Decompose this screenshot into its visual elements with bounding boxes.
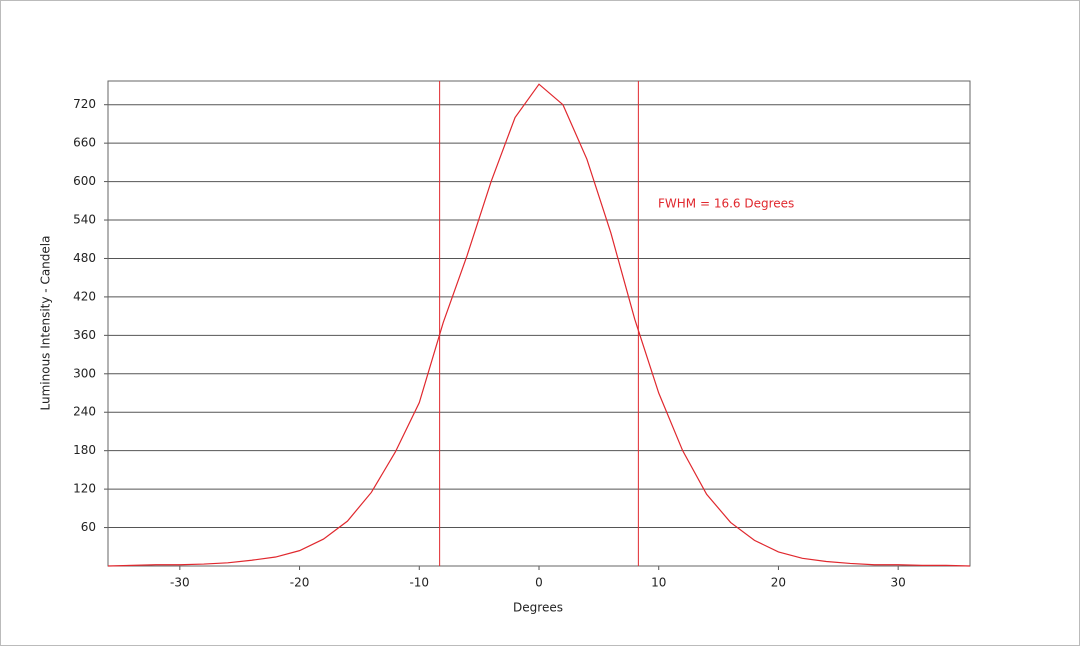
x-tick-label: -20 xyxy=(290,576,310,590)
y-tick-label: 120 xyxy=(73,482,96,496)
y-axis-label: Luminous Intensity - Candela xyxy=(39,236,53,411)
y-tick-label: 60 xyxy=(81,520,96,534)
y-tick-label: 540 xyxy=(73,213,96,227)
y-tick-label: 720 xyxy=(73,97,96,111)
line-series xyxy=(107,83,971,567)
y-tick-label: 300 xyxy=(73,366,96,380)
y-tick-label: 480 xyxy=(73,251,96,265)
plot-border xyxy=(107,80,971,567)
y-tick-label: 180 xyxy=(73,443,96,457)
x-tick-label: -30 xyxy=(170,576,190,590)
x-tick-label: 20 xyxy=(771,576,786,590)
y-tick-label: 600 xyxy=(73,174,96,188)
x-tick-label: 10 xyxy=(651,576,666,590)
x-tick-label: -10 xyxy=(409,576,429,590)
y-tick-label: 240 xyxy=(73,405,96,419)
x-tick-label: 30 xyxy=(891,576,906,590)
y-tick-label: 660 xyxy=(73,136,96,150)
y-tick-label: 420 xyxy=(73,289,96,303)
y-tick-label: 360 xyxy=(73,328,96,342)
annotation: FWHM = 16.6 Degrees xyxy=(658,197,794,211)
x-axis-label: Degrees xyxy=(513,601,563,615)
x-tick-label: 0 xyxy=(535,576,543,590)
